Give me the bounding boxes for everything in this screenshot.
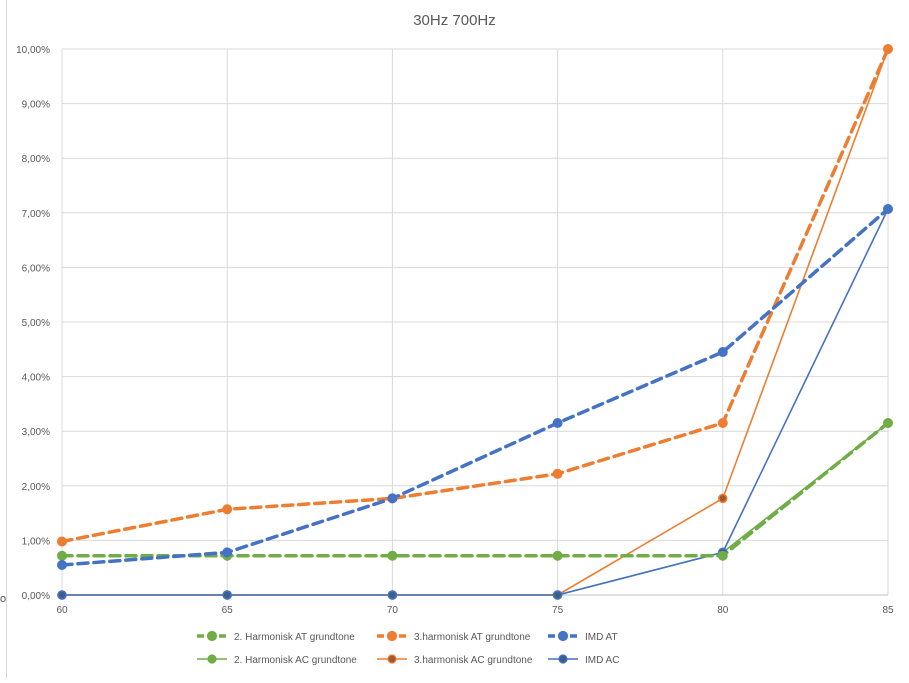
- series-line: [61, 208, 889, 596]
- data-point: [717, 550, 728, 561]
- data-point: [222, 590, 232, 600]
- chart-title: 30Hz 700Hz: [413, 12, 496, 29]
- legend-swatch-marker: [557, 630, 569, 642]
- series-line: [60, 207, 890, 567]
- legend-label[interactable]: IMD AC: [585, 655, 619, 666]
- y-tick-label: 7,00%: [22, 209, 50, 220]
- data-point: [57, 559, 67, 570]
- legend-swatch-marker: [386, 630, 398, 642]
- legend-label[interactable]: 2. Harmonisk AC grundtone: [234, 655, 357, 666]
- x-tick-label: 85: [882, 605, 894, 616]
- data-point: [552, 468, 563, 479]
- y-tick-label: 9,00%: [22, 100, 50, 111]
- y-tick-label: 1,00%: [22, 536, 50, 547]
- x-tick-label: 65: [222, 605, 234, 616]
- data-point: [552, 418, 563, 429]
- x-tick-label: 80: [717, 605, 729, 616]
- data-point: [883, 418, 893, 429]
- legend-swatch-marker: [206, 630, 218, 642]
- data-point: [717, 418, 728, 429]
- legend-label[interactable]: 3.harmonisk AC grundtone: [414, 655, 533, 666]
- data-point: [222, 547, 233, 558]
- x-tick-label: 70: [387, 605, 399, 616]
- x-tick-label: 60: [56, 605, 68, 616]
- legend-label[interactable]: IMD AT: [585, 632, 618, 643]
- data-point: [57, 550, 67, 561]
- data-point: [222, 504, 233, 515]
- data-point: [57, 590, 67, 600]
- y-tick-label: 3,00%: [22, 427, 50, 438]
- legend-swatch-marker: [207, 654, 217, 664]
- data-point: [552, 550, 563, 561]
- data-point: [387, 493, 398, 504]
- y-tick-label: 6,00%: [22, 263, 50, 274]
- adjacent-sheet-edge: [0, 0, 7, 678]
- y-tick-label: 5,00%: [22, 318, 50, 329]
- y-tick-label: 8,00%: [22, 154, 50, 165]
- side-fragment-text: o: [0, 593, 6, 605]
- legend-label[interactable]: 3.harmonisk AT grundtone: [414, 632, 531, 643]
- data-point: [57, 536, 67, 547]
- data-point: [883, 44, 893, 54]
- legend-label[interactable]: 2. Harmonisk AT grundtone: [234, 632, 355, 643]
- x-tick-label: 75: [552, 605, 564, 616]
- series-line: [60, 421, 890, 558]
- series-line: [60, 47, 890, 544]
- y-tick-label: 4,00%: [22, 373, 50, 384]
- data-point: [718, 493, 728, 504]
- y-tick-label: 10,00%: [16, 45, 50, 56]
- y-tick-label: 0,00%: [22, 591, 50, 602]
- legend-swatch-marker: [558, 654, 568, 664]
- series-line: [61, 422, 889, 596]
- data-point: [387, 550, 398, 561]
- y-tick-label: 2,00%: [22, 482, 50, 493]
- data-point: [552, 590, 563, 600]
- data-point: [717, 347, 728, 358]
- legend-swatch-marker: [387, 654, 397, 664]
- data-point: [883, 203, 893, 214]
- data-point: [387, 590, 398, 600]
